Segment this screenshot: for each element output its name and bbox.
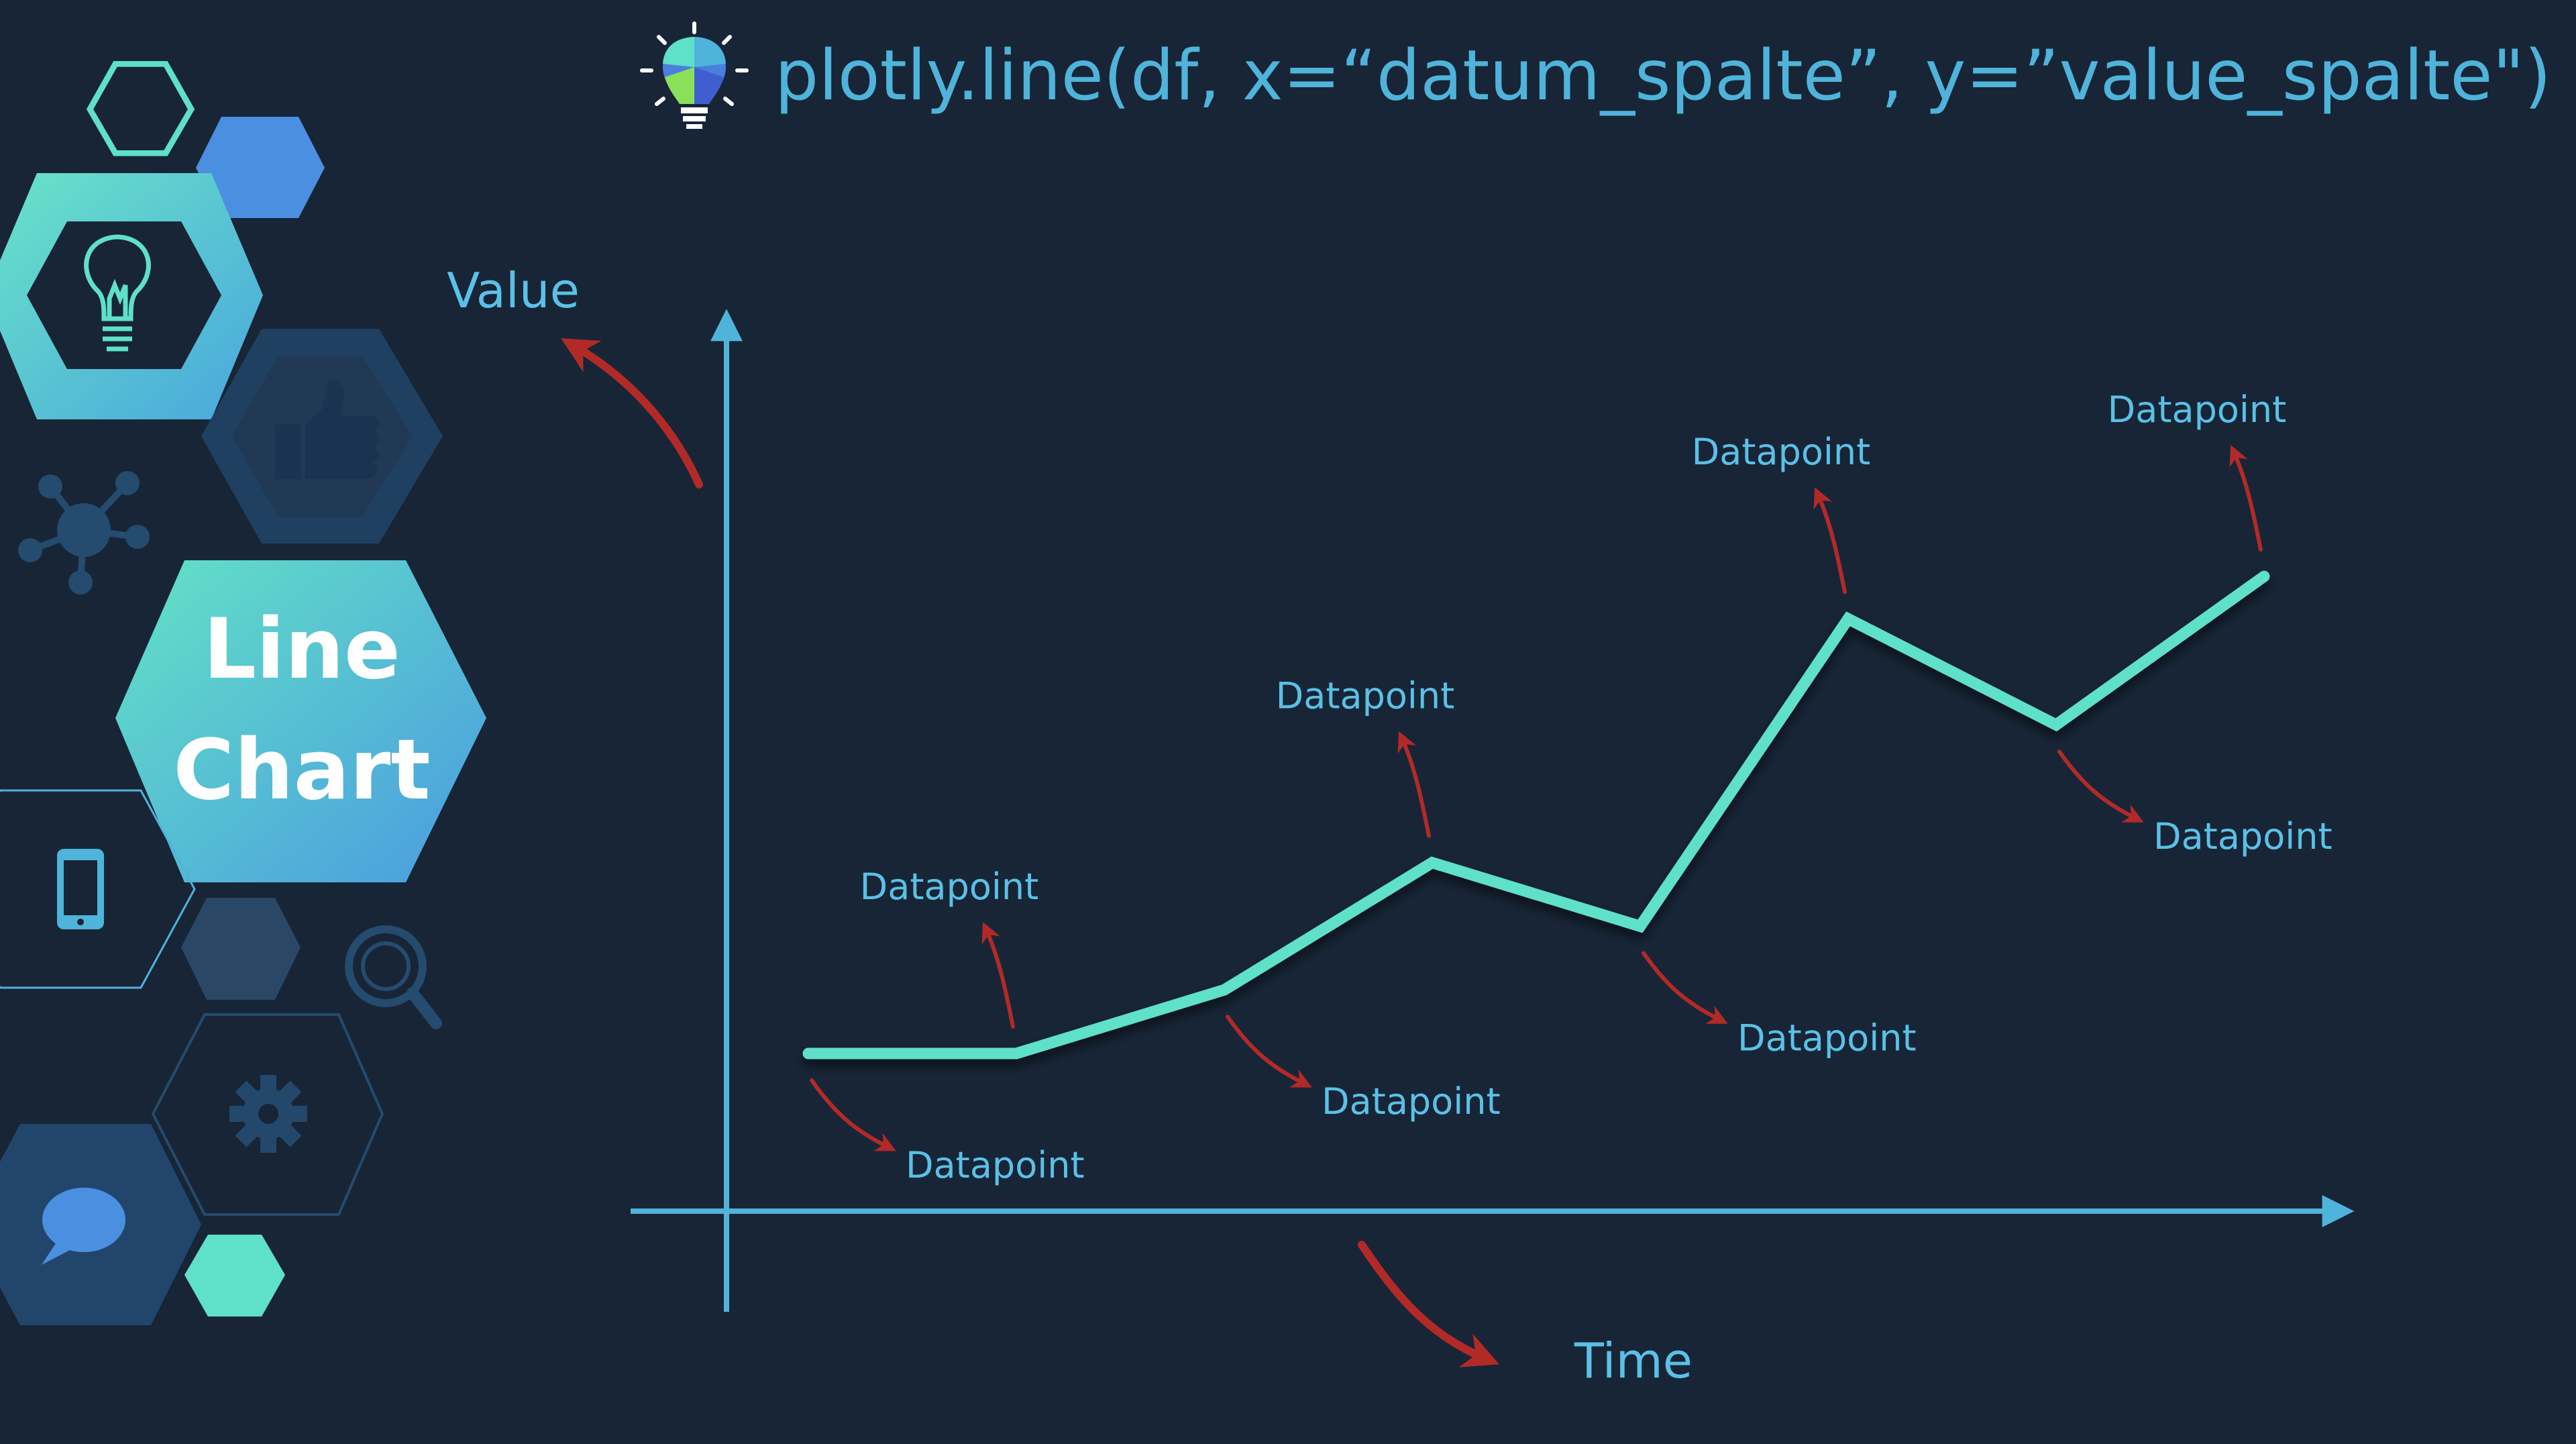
datapoint-label: Datapoint: [906, 1144, 1085, 1186]
code-header: plotly.line(df, x=“datum_spalte”, y=”val…: [775, 36, 2551, 116]
datapoint-label: Datapoint: [1737, 1017, 1917, 1059]
lightbulb-icon: [640, 21, 749, 129]
datapoint-arrow: [2229, 445, 2263, 552]
magnifier-icon: [345, 925, 442, 1029]
data-point: [1635, 921, 1646, 932]
datapoint-label: Datapoint: [1692, 431, 1871, 473]
network-icon: [18, 471, 150, 595]
hexagon-decoration: Line Chart: [0, 61, 486, 1325]
datapoint-arrow: [981, 922, 1015, 1029]
datapoint-arrow: [1813, 487, 1847, 595]
datapoint-annotations: Datapoint Datapoint Datapoint Datapoint Data…: [810, 389, 2332, 1186]
datapoint-arrow: [1642, 951, 1728, 1024]
datapoint-arrow: [1397, 731, 1431, 838]
gear-icon: [229, 1075, 307, 1153]
x-axis-pointer-arrow: [1358, 1241, 1499, 1368]
chat-bubble-icon: [42, 1188, 125, 1265]
datapoint-label: Datapoint: [2108, 389, 2287, 431]
line-chart-badge: Line Chart: [115, 560, 486, 882]
y-axis-pointer-arrow: [561, 338, 703, 488]
x-axis-label: Time: [1574, 1333, 1693, 1389]
hex-lightbulb: [0, 173, 263, 419]
header: plotly.line(df, x=“datum_spalte”, y=”val…: [640, 21, 2551, 129]
datapoint-arrow: [1226, 1015, 1312, 1088]
data-point: [1427, 857, 1438, 868]
datapoint-label: Datapoint: [1322, 1080, 1501, 1123]
line-chart: Value Time DatapointDatapointDatapointDa…: [447, 262, 2355, 1389]
data-point: [803, 1048, 814, 1059]
data-point: [1843, 613, 1854, 625]
data-point: [1219, 984, 1230, 996]
series-line: [802, 570, 2270, 1060]
series-layer: [802, 570, 2270, 1060]
thumbs-up-icon: [275, 379, 380, 479]
hex-gear: [151, 1013, 384, 1216]
smartphone-icon: [57, 849, 104, 929]
hex-chat: [0, 1124, 201, 1325]
datapoint-arrow: [810, 1078, 896, 1151]
data-point: [1011, 1048, 1022, 1059]
data-point: [2051, 719, 2061, 731]
lightbulb-icon: [84, 234, 151, 352]
data-point: [2259, 571, 2269, 582]
hex-thumbs-up: [201, 329, 443, 544]
badge-line1: Line: [203, 601, 400, 698]
datapoint-label: Datapoint: [2153, 815, 2332, 858]
datapoint-label: Datapoint: [1276, 675, 1455, 717]
datapoint-arrow: [2057, 750, 2144, 823]
badge-line2: Chart: [173, 722, 430, 819]
y-axis-label: Value: [447, 262, 580, 319]
datapoint-label: Datapoint: [860, 866, 1039, 908]
hex-smartphone: [0, 789, 196, 989]
